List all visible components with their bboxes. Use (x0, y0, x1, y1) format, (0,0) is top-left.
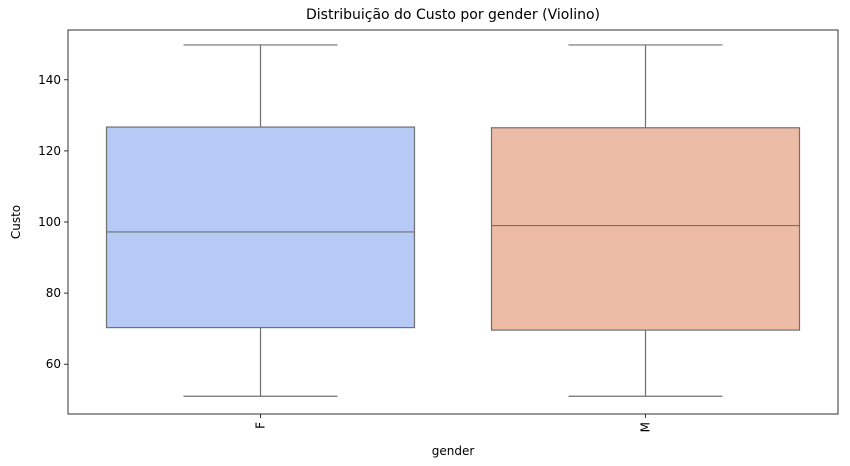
box-M (490, 44, 801, 397)
y-tick-label: 140 (38, 73, 61, 87)
y-tick-label: 60 (46, 357, 61, 371)
x-axis-label: gender (432, 444, 475, 458)
y-axis-label: Custo (9, 205, 23, 239)
box-F (105, 44, 416, 397)
y-tick-label: 120 (38, 144, 61, 158)
y-tick-label: 100 (38, 215, 61, 229)
x-tick-label: M (639, 422, 653, 432)
x-tick-label: F (254, 422, 268, 429)
box-body (490, 127, 801, 331)
chart-title: Distribuição do Custo por gender (Violin… (306, 7, 600, 23)
y-tick-label: 80 (46, 286, 61, 300)
box-body (105, 126, 416, 329)
